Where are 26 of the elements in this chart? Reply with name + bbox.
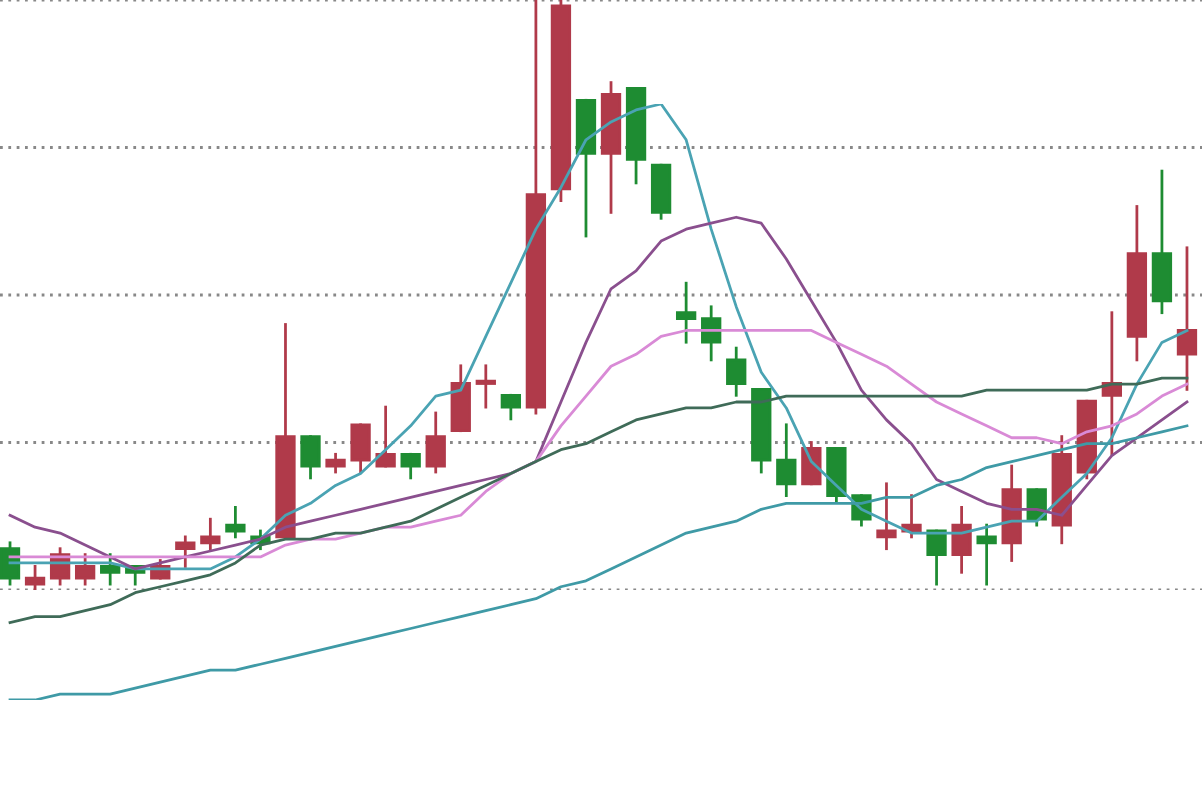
candlestick bbox=[74, 553, 96, 586]
candlestick bbox=[425, 411, 446, 474]
candlestick bbox=[24, 565, 46, 590]
candlestick bbox=[300, 435, 321, 480]
candlestick bbox=[776, 423, 797, 497]
candlestick bbox=[100, 553, 121, 586]
candlestick bbox=[926, 529, 947, 586]
candlestick bbox=[500, 393, 521, 421]
candlestick bbox=[400, 452, 421, 480]
candlestick bbox=[976, 523, 997, 586]
candlestick bbox=[375, 405, 396, 468]
candlestick bbox=[350, 423, 371, 474]
candlestick bbox=[876, 482, 897, 551]
candlestick bbox=[1176, 246, 1198, 391]
candlestick bbox=[450, 364, 471, 433]
candlestick bbox=[200, 517, 221, 551]
candlestick bbox=[175, 535, 196, 568]
candlestick bbox=[826, 447, 847, 503]
candlestick bbox=[225, 506, 246, 539]
candlestick bbox=[951, 506, 972, 574]
candlestick bbox=[675, 281, 697, 344]
candlestick bbox=[1151, 169, 1173, 315]
candlestick bbox=[701, 305, 722, 362]
candlestick bbox=[650, 163, 672, 220]
candlestick bbox=[726, 346, 747, 397]
candlestick bbox=[475, 364, 496, 409]
